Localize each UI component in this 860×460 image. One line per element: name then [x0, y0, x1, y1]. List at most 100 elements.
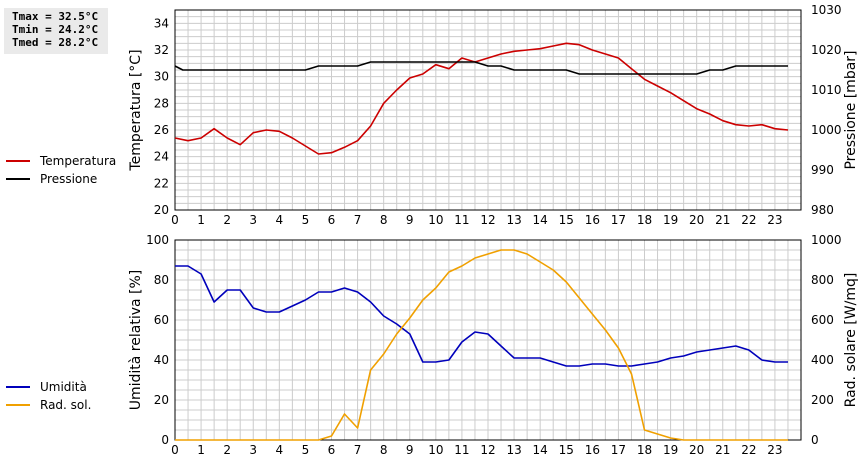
chart2-x-tick-label: 20 [689, 443, 704, 457]
legend-item-radiation: Rad. sol. [6, 396, 91, 414]
chart2-x-tick-label: 4 [276, 443, 284, 457]
chart2-x-tick-label: 11 [454, 443, 469, 457]
chart1-x-tick-label: 22 [741, 213, 756, 227]
chart2-x-tick-label: 13 [506, 443, 521, 457]
chart2-x-tick-label: 10 [428, 443, 443, 457]
chart2-left-tick-label: 100 [146, 233, 169, 247]
chart2-left-tick-label: 20 [154, 393, 169, 407]
chart2-left-tick-label: 0 [161, 433, 169, 447]
chart2-x-tick-label: 22 [741, 443, 756, 457]
chart1-left-tick-label: 24 [154, 150, 169, 164]
chart1-x-tick-label: 21 [715, 213, 730, 227]
chart2-x-tick-label: 18 [637, 443, 652, 457]
chart1-x-tick-label: 5 [302, 213, 310, 227]
chart1-x-tick-label: 10 [428, 213, 443, 227]
pressure-legend-label: Pressione [40, 172, 98, 186]
chart2-x-tick-label: 3 [249, 443, 257, 457]
chart2-right-tick-label: 0 [811, 433, 819, 447]
chart2-x-tick-label: 7 [354, 443, 362, 457]
chart1-frame [174, 9, 802, 211]
chart1-x-tick-label: 4 [276, 213, 284, 227]
chart1-x-tick-label: 23 [767, 213, 782, 227]
chart2-right-tick-label: 200 [811, 393, 834, 407]
chart2-series-rad-sol [175, 249, 788, 441]
humidity-legend-label: Umidità [40, 380, 87, 394]
chart1-right-tick-label: 1020 [811, 43, 842, 57]
chart1-left-tick-label: 28 [154, 96, 169, 110]
chart1-right-tick-label: 990 [811, 163, 834, 177]
chart1-x-tick-label: 9 [406, 213, 414, 227]
chart1-left-axis-title: Temperatura [°C] [128, 49, 144, 171]
chart2-x-tick-label: 17 [611, 443, 626, 457]
chart1-right-tick-label: 1030 [811, 3, 842, 17]
chart1-x-tick-label: 6 [328, 213, 336, 227]
chart1-x-tick-label: 17 [611, 213, 626, 227]
chart2-left-axis-title: Umidità relativa [%] [128, 270, 144, 411]
chart1-x-tick-label: 12 [480, 213, 495, 227]
chart1-right-tick-label: 980 [811, 203, 834, 217]
legend-item-pressure: Pressione [6, 170, 116, 188]
chart2-x-tick-label: 19 [663, 443, 678, 457]
chart1-left-tick-label: 30 [154, 70, 169, 84]
legend-item-humidity: Umidità [6, 378, 91, 396]
chart1-x-tick-label: 14 [533, 213, 548, 227]
chart2-x-tick-label: 15 [559, 443, 574, 457]
chart2-left-tick-label: 60 [154, 313, 169, 327]
chart1-x-tick-label: 19 [663, 213, 678, 227]
chart1-x-tick-label: 11 [454, 213, 469, 227]
chart1-left-tick-label: 34 [154, 16, 169, 30]
chart1-x-tick-label: 1 [197, 213, 205, 227]
chart1-right-tick-label: 1000 [811, 123, 842, 137]
chart1-left-tick-label: 32 [154, 43, 169, 57]
chart2-series-umidità [175, 265, 788, 367]
chart2-right-tick-label: 1000 [811, 233, 842, 247]
chart2-x-tick-label: 0 [171, 443, 179, 457]
chart1-x-tick-label: 18 [637, 213, 652, 227]
chart1-x-tick-label: 3 [249, 213, 257, 227]
humidity-swatch [6, 386, 30, 388]
chart1-x-tick-label: 20 [689, 213, 704, 227]
chart2-right-tick-label: 400 [811, 353, 834, 367]
chart2-x-tick-label: 14 [533, 443, 548, 457]
chart2-left-tick-label: 40 [154, 353, 169, 367]
legend-item-temperature: Temperatura [6, 152, 116, 170]
chart1-series-pressione [174, 61, 788, 75]
chart2-x-tick-label: 5 [302, 443, 310, 457]
chart1-x-tick-label: 16 [585, 213, 600, 227]
chart1-series-temperatura [174, 42, 789, 155]
chart1-right-axis-title: Pressione [mbar] [843, 50, 859, 169]
stats-box: Tmax = 32.5°C Tmin = 24.2°C Tmed = 28.2°… [4, 8, 108, 54]
chart2-x-tick-label: 8 [380, 443, 388, 457]
chart1-x-tick-label: 0 [171, 213, 179, 227]
temperature-swatch [6, 160, 30, 162]
chart2-x-tick-label: 2 [223, 443, 231, 457]
pressure-swatch [6, 178, 30, 180]
chart1-left-tick-label: 20 [154, 203, 169, 217]
chart2-x-tick-label: 16 [585, 443, 600, 457]
chart2-x-tick-label: 1 [197, 443, 205, 457]
chart2-x-tick-label: 21 [715, 443, 730, 457]
chart2-x-tick-label: 23 [767, 443, 782, 457]
tmed-label: Tmed = 28.2°C [12, 36, 99, 49]
legend-bottom: Umidità Rad. sol. [6, 378, 91, 414]
temperature-legend-label: Temperatura [40, 154, 117, 168]
chart2-x-tick-label: 9 [406, 443, 414, 457]
chart2-x-tick-label: 12 [480, 443, 495, 457]
radiation-swatch [6, 404, 30, 406]
chart1-left-tick-label: 22 [154, 176, 169, 190]
chart2-right-tick-label: 600 [811, 313, 834, 327]
chart1-x-tick-label: 13 [506, 213, 521, 227]
legend-top: Temperatura Pressione [6, 152, 116, 188]
chart2-frame [174, 239, 802, 441]
tmin-label: Tmin = 24.2°C [12, 23, 99, 36]
chart1-right-tick-label: 1010 [811, 83, 842, 97]
chart2-right-tick-label: 800 [811, 273, 834, 287]
chart2-left-tick-label: 80 [154, 273, 169, 287]
chart1-x-tick-label: 15 [559, 213, 574, 227]
chart1-left-tick-label: 26 [154, 123, 169, 137]
chart1-x-tick-label: 7 [354, 213, 362, 227]
radiation-legend-label: Rad. sol. [40, 398, 92, 412]
chart1-x-tick-label: 2 [223, 213, 231, 227]
tmax-label: Tmax = 32.5°C [12, 10, 99, 23]
